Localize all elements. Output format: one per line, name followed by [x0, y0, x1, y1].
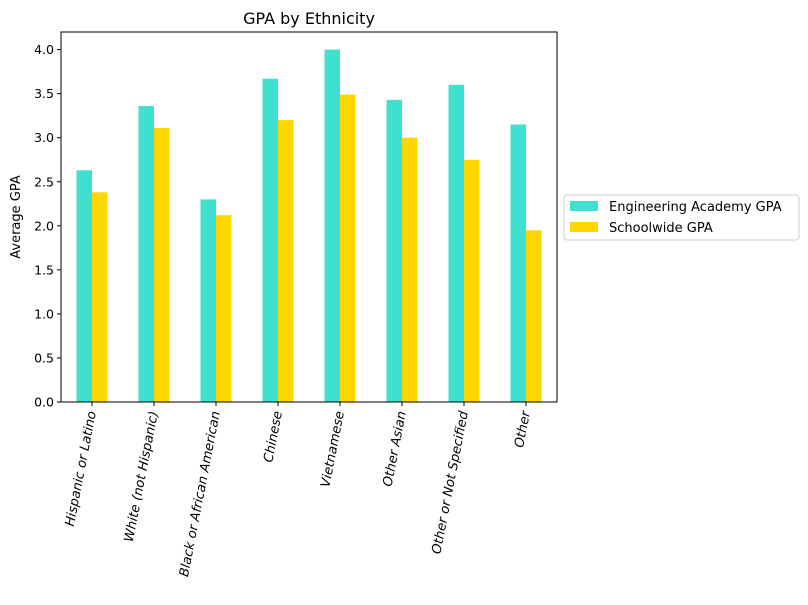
x-tick-label: White (not Hispanic): [122, 410, 162, 543]
y-tick-label: 1.0: [34, 306, 54, 321]
y-tick-label: 2.5: [34, 174, 54, 189]
bar-schoolwide-3: [278, 120, 294, 402]
legend: Engineering Academy GPA Schoolwide GPA: [563, 194, 800, 241]
bar-engineering-5: [386, 99, 402, 402]
x-tick-label: Other or Not Specified: [429, 409, 472, 555]
y-tick-label: 2.0: [34, 218, 54, 233]
y-tick-label: 1.5: [34, 262, 54, 277]
bar-schoolwide-2: [216, 215, 232, 402]
bar-engineering-1: [138, 106, 154, 402]
legend-label-engineering: Engineering Academy GPA: [609, 200, 782, 215]
legend-swatch-engineering: [570, 201, 598, 211]
x-tick-label: Vietnamese: [318, 410, 347, 489]
y-axis-label: Average GPA: [9, 175, 24, 259]
bar-engineering-0: [76, 170, 92, 402]
bar-engineering-6: [448, 84, 464, 403]
x-tick-label: Other: [512, 408, 534, 449]
bar-engineering-3: [262, 78, 278, 402]
chart-title: GPA by Ethnicity: [243, 9, 375, 28]
y-tick-label: 0.0: [34, 395, 54, 410]
x-tick-label: Hispanic or Latino: [63, 410, 100, 528]
bar-schoolwide-1: [154, 128, 170, 402]
x-tick-label: Chinese: [261, 410, 286, 464]
x-tick-label: Other Asian: [381, 410, 410, 488]
bar-schoolwide-5: [402, 137, 418, 402]
legend-swatch-schoolwide: [570, 222, 598, 232]
y-tick-label: 3.5: [34, 86, 54, 101]
bar-schoolwide-6: [464, 159, 480, 402]
bar-engineering-7: [510, 124, 526, 402]
y-tick-label: 4.0: [34, 42, 54, 57]
bar-schoolwide-4: [340, 94, 356, 403]
x-tick-label: Black or African American: [177, 410, 224, 578]
y-tick-label: 3.0: [34, 130, 54, 145]
legend-box: [563, 194, 800, 241]
bar-schoolwide-0: [92, 192, 108, 402]
bar-engineering-2: [200, 199, 216, 402]
legend-label-schoolwide: Schoolwide GPA: [609, 221, 713, 236]
plot-area: 0.0 0.5 1.0 1.5 2.0 2.5 3.0 3.5 4.0 Hispanic or L…: [34, 31, 558, 578]
plot-frame: [60, 31, 558, 403]
bar-schoolwide-7: [526, 230, 542, 402]
bar-engineering-4: [324, 49, 340, 403]
y-tick-label: 0.5: [34, 350, 54, 365]
